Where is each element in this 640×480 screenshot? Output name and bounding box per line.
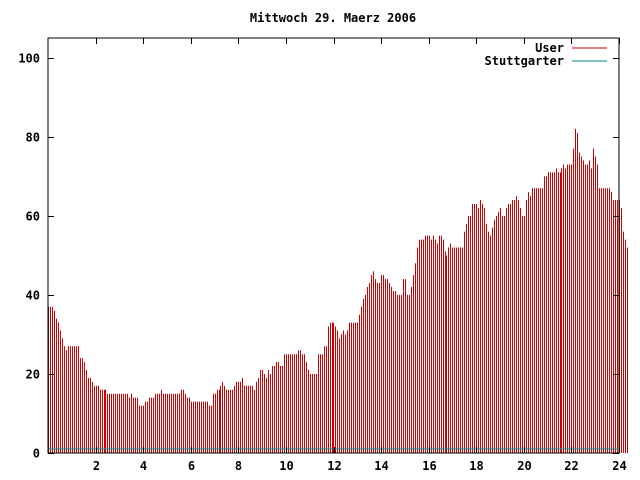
- x-tick-label: 14: [374, 459, 388, 473]
- x-tick-label: 2: [93, 459, 100, 473]
- legend-label-user: User: [535, 41, 564, 55]
- x-tick-label: 18: [469, 459, 483, 473]
- x-tick-label: 8: [235, 459, 242, 473]
- plot-frame: [47, 37, 620, 454]
- x-tick-label: 20: [517, 459, 531, 473]
- chart-title: Mittwoch 29. Maerz 2006: [250, 11, 416, 25]
- y-tick-label: 60: [26, 210, 40, 224]
- x-tick-label: 12: [327, 459, 341, 473]
- legend-label-stuttgarter: Stuttgarter: [485, 54, 564, 68]
- x-tick-label: 10: [279, 459, 293, 473]
- y-tick-label: 40: [26, 289, 40, 303]
- x-tick-label: 6: [188, 459, 195, 473]
- y-tick-label: 20: [26, 368, 40, 382]
- y-tick-label: 100: [18, 52, 40, 66]
- y-tick-label: 80: [26, 131, 40, 145]
- series-user: [48, 128, 628, 453]
- y-tick-label: 0: [33, 447, 40, 461]
- x-tick-label: 24: [612, 459, 626, 473]
- y-axis: 0 20 40 60 80 100: [18, 52, 619, 461]
- x-tick-label: 4: [140, 459, 147, 473]
- x-axis: 2 4 6 8 10 12 14 16 18 20 22 24: [93, 38, 627, 473]
- x-tick-label: 16: [422, 459, 436, 473]
- x-tick-label: 22: [564, 459, 578, 473]
- legend: User Stuttgarter: [485, 41, 607, 68]
